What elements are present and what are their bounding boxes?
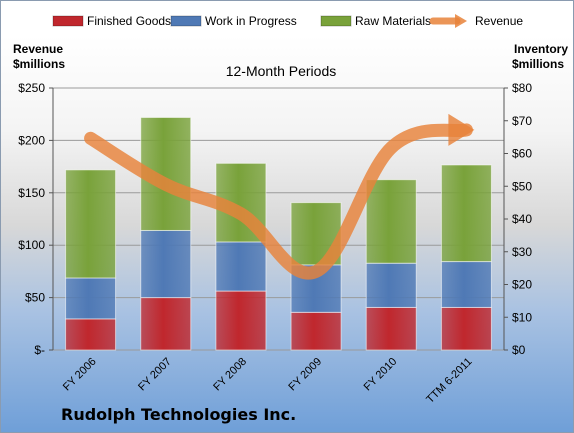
bar-segment xyxy=(215,241,267,292)
left-axis-tick-label: $- xyxy=(34,343,45,357)
right-axis-title: $millions xyxy=(512,57,564,71)
bar-segment xyxy=(65,318,117,351)
left-axis-tick-label: $200 xyxy=(18,133,45,147)
x-axis-tick-label: FY 2009 xyxy=(286,356,324,394)
revenue-arrowhead xyxy=(448,113,475,146)
chart-title: 12-Month Periods xyxy=(226,63,337,79)
right-axis-tick-label: $0 xyxy=(512,343,526,357)
legend-label: Work in Progress xyxy=(205,14,297,28)
bar-segment xyxy=(440,261,492,308)
legend-swatch xyxy=(170,15,202,27)
bar-segment xyxy=(365,262,417,308)
x-axis-tick-label: FY 2010 xyxy=(362,356,400,394)
bar-segment xyxy=(440,306,492,351)
bar-segment xyxy=(140,297,192,351)
right-axis-tick-label: $10 xyxy=(512,310,532,324)
left-axis-tick-label: $150 xyxy=(18,186,45,200)
x-axis-tick-label: FY 2006 xyxy=(61,356,99,394)
legend-label: Finished Goods xyxy=(87,14,171,28)
left-axis-tick-label: $100 xyxy=(18,238,45,252)
x-axis-tick-label: FY 2007 xyxy=(136,356,174,394)
legend-swatch xyxy=(52,15,84,27)
x-axis-tick-label: TTM 6-2011 xyxy=(424,356,474,406)
bar-segment xyxy=(65,169,117,279)
bar-segment xyxy=(440,164,492,263)
bar-segment xyxy=(365,306,417,351)
legend-label: Revenue xyxy=(475,14,523,28)
right-axis-tick-label: $80 xyxy=(512,81,532,95)
left-axis-tick-label: $50 xyxy=(25,291,45,305)
bar-segment xyxy=(365,179,417,264)
right-axis-tick-label: $20 xyxy=(512,278,532,292)
left-axis-tick-label: $250 xyxy=(18,81,45,95)
x-axis-tick-label: FY 2008 xyxy=(211,356,249,394)
company-name: Rudolph Technologies Inc. xyxy=(61,405,297,424)
right-axis-title: Inventory xyxy=(514,42,568,56)
left-axis-title: Revenue xyxy=(13,42,63,56)
bar-segment xyxy=(290,311,342,351)
right-axis-tick-label: $40 xyxy=(512,212,532,226)
right-axis-tick-label: $50 xyxy=(512,179,532,193)
bar-segment xyxy=(140,229,192,299)
bar-segment xyxy=(215,290,267,351)
bar-segment xyxy=(65,277,117,320)
legend-swatch xyxy=(455,14,467,28)
revenue-line xyxy=(84,123,473,280)
legend-label: Raw Materials xyxy=(355,14,431,28)
left-axis-title: $millions xyxy=(13,57,65,71)
right-axis-tick-label: $60 xyxy=(512,147,532,161)
legend-swatch xyxy=(320,15,352,27)
right-axis-tick-label: $70 xyxy=(512,114,532,128)
right-axis-tick-label: $30 xyxy=(512,245,532,259)
